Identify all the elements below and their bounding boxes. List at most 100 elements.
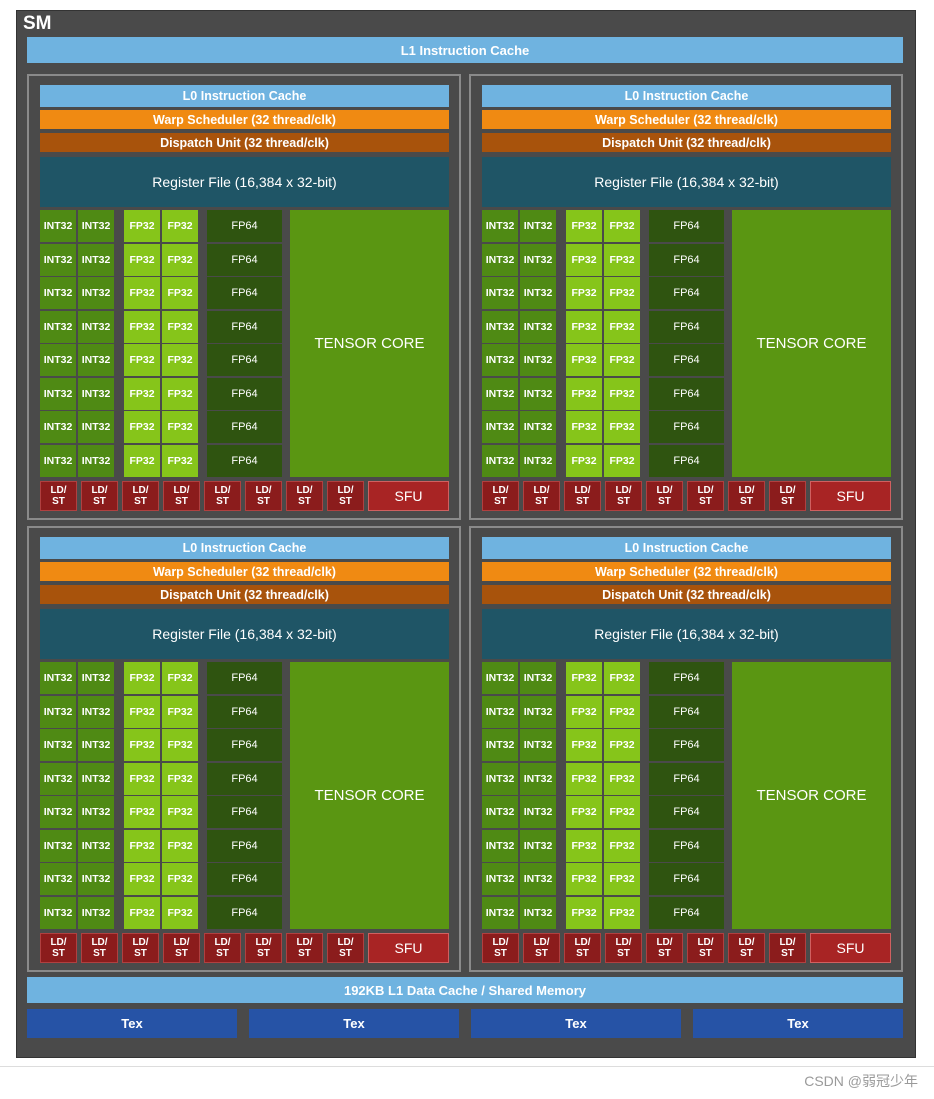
int32-core: INT32 [40,762,76,795]
tex-unit: Tex [27,1009,237,1038]
ldst-unit: LD/ST [81,933,118,963]
ldst-label-bottom: ST [617,496,630,507]
l0-instruction-cache: L0 Instruction Cache [482,537,891,559]
int32-core: INT32 [78,277,114,309]
fp32-core: FP32 [162,377,198,410]
fp64-core: FP64 [207,829,282,862]
ldst-label-top: LD/ [697,937,714,948]
fp32-core: FP32 [124,796,160,828]
ldst-label-bottom: ST [339,496,352,507]
fp64-core: FP64 [649,896,724,929]
ldst-label-top: LD/ [738,937,755,948]
fp64-core: FP64 [649,762,724,795]
int32-core: INT32 [40,310,76,343]
ldst-unit: LD/ST [327,933,364,963]
ldst-label-bottom: ST [93,948,106,959]
int32-core: INT32 [482,896,518,929]
warp-scheduler: Warp Scheduler (32 thread/clk) [482,562,891,581]
ldst-unit: LD/ST [245,933,282,963]
ldst-unit: LD/ST [482,933,519,963]
fp32-core: FP32 [566,796,602,828]
fp32-core: FP32 [124,377,160,410]
fp32-core: FP32 [604,796,640,828]
fp32-core: FP32 [124,762,160,795]
fp32-core: FP32 [162,695,198,728]
int32-core: INT32 [482,411,518,443]
ldst-label-top: LD/ [214,485,231,496]
watermark: CSDN @弱冠少年 [804,1073,918,1089]
fp64-core: FP64 [649,729,724,761]
fp32-core: FP32 [162,310,198,343]
ldst-label-top: LD/ [255,937,272,948]
int32-core: INT32 [78,411,114,443]
fp32-core: FP32 [124,662,160,694]
int32-core: INT32 [78,863,114,895]
fp32-core: FP32 [124,344,160,376]
ldst-unit: LD/ST [564,933,601,963]
fp32-core: FP32 [566,277,602,309]
int32-core: INT32 [78,896,114,929]
int32-core: INT32 [520,377,556,410]
l1-instruction-cache: L1 Instruction Cache [27,37,903,63]
ldst-unit: LD/ST [482,481,519,511]
sfu-unit: SFU [810,933,891,963]
ldst-unit: LD/ST [728,933,765,963]
fp32-core: FP32 [124,863,160,895]
int32-core: INT32 [482,662,518,694]
int32-core: INT32 [78,243,114,276]
ldst-label-bottom: ST [658,496,671,507]
fp64-core: FP64 [649,210,724,242]
ldst-label-top: LD/ [132,485,149,496]
ldst-label-top: LD/ [91,937,108,948]
ldst-unit: LD/ST [687,933,724,963]
fp32-core: FP32 [604,695,640,728]
fp64-core: FP64 [207,863,282,895]
l0-instruction-cache: L0 Instruction Cache [482,85,891,107]
int32-core: INT32 [482,277,518,309]
int32-core: INT32 [520,896,556,929]
int32-core: INT32 [482,377,518,410]
int32-core: INT32 [520,243,556,276]
ldst-unit: LD/ST [769,933,806,963]
ldst-unit: LD/ST [122,933,159,963]
fp32-core: FP32 [566,896,602,929]
ldst-label-bottom: ST [52,948,65,959]
fp64-core: FP64 [207,277,282,309]
int32-core: INT32 [482,729,518,761]
ldst-label-bottom: ST [494,496,507,507]
ldst-label-top: LD/ [697,485,714,496]
ldst-unit: LD/ST [605,481,642,511]
register-file: Register File (16,384 x 32-bit) [482,157,891,207]
fp32-core: FP32 [566,310,602,343]
warp-scheduler: Warp Scheduler (32 thread/clk) [40,562,449,581]
ldst-unit: LD/ST [81,481,118,511]
fp32-core: FP32 [604,863,640,895]
int32-core: INT32 [78,695,114,728]
ldst-label-top: LD/ [337,937,354,948]
ldst-label-bottom: ST [535,948,548,959]
ldst-label-bottom: ST [257,948,270,959]
ldst-label-bottom: ST [699,948,712,959]
ldst-label-bottom: ST [298,948,311,959]
fp32-core: FP32 [604,277,640,309]
int32-core: INT32 [78,210,114,242]
ldst-unit: LD/ST [204,481,241,511]
ldst-unit: LD/ST [646,481,683,511]
ldst-label-top: LD/ [255,485,272,496]
ldst-label-top: LD/ [615,485,632,496]
warp-scheduler: Warp Scheduler (32 thread/clk) [40,110,449,129]
int32-core: INT32 [520,695,556,728]
fp32-core: FP32 [124,277,160,309]
dispatch-unit: Dispatch Unit (32 thread/clk) [482,133,891,152]
l0-instruction-cache: L0 Instruction Cache [40,537,449,559]
int32-core: INT32 [40,829,76,862]
ldst-unit: LD/ST [605,933,642,963]
int32-core: INT32 [520,662,556,694]
register-file: Register File (16,384 x 32-bit) [482,609,891,659]
ldst-label-bottom: ST [257,496,270,507]
ldst-label-bottom: ST [175,496,188,507]
int32-core: INT32 [482,796,518,828]
fp64-core: FP64 [649,411,724,443]
fp64-core: FP64 [207,210,282,242]
int32-core: INT32 [78,444,114,477]
